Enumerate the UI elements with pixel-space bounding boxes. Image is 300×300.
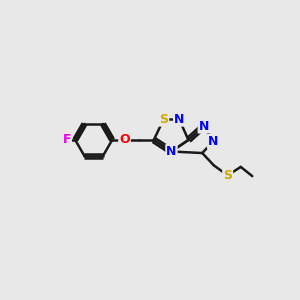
Text: N: N bbox=[199, 120, 209, 133]
Text: F: F bbox=[62, 134, 71, 146]
Text: N: N bbox=[174, 113, 184, 126]
Text: S: S bbox=[223, 169, 232, 182]
Text: N: N bbox=[166, 145, 177, 158]
Text: S: S bbox=[159, 113, 168, 126]
Text: N: N bbox=[208, 135, 218, 148]
Text: O: O bbox=[119, 134, 130, 146]
